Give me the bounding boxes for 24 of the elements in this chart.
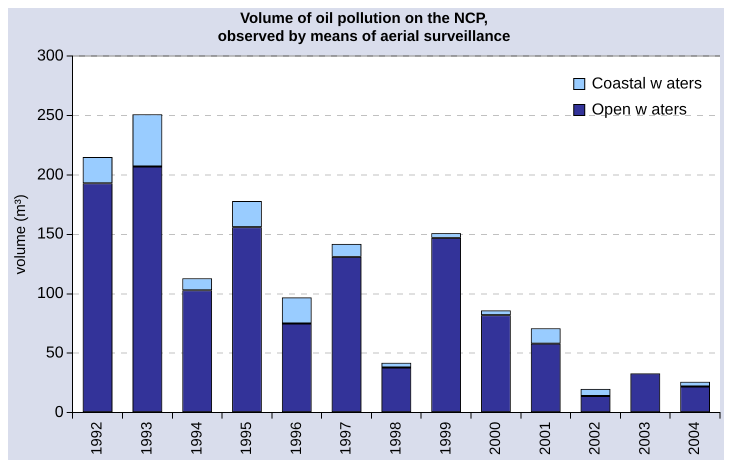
y-tick-label: 0 — [54, 404, 64, 422]
y-tick-label: 250 — [36, 106, 64, 124]
x-tick-label: 2000 — [487, 422, 504, 456]
x-tick-label: 1998 — [387, 422, 404, 456]
x-tick-label: 1996 — [288, 422, 305, 456]
legend-label: Coastal w aters — [592, 75, 702, 92]
x-tick-label: 2004 — [686, 422, 704, 456]
x-tick-label: 2002 — [586, 422, 604, 456]
x-tick-label: 2001 — [536, 422, 554, 456]
y-tick-label: 300 — [36, 47, 64, 64]
y-tick-label: 150 — [36, 226, 64, 243]
y-axis-title: volume (m³) — [12, 194, 30, 274]
x-tick-label: 1999 — [437, 422, 454, 456]
y-tick-label: 200 — [36, 166, 64, 184]
x-tick-label: 1995 — [238, 422, 256, 456]
x-tick-label: 1992 — [88, 422, 106, 456]
y-tick-label: 100 — [36, 285, 64, 302]
x-tick-label: 1993 — [138, 422, 156, 456]
x-tick-label: 2003 — [636, 422, 654, 456]
legend-label: Open w aters — [592, 101, 687, 118]
chart-title: Volume of oil pollution on the NCP, observed by means of aerial surveillance — [218, 10, 510, 46]
x-tick-label: 1994 — [188, 422, 206, 456]
y-tick-label: 50 — [46, 344, 64, 362]
x-tick-label: 1997 — [338, 422, 355, 456]
